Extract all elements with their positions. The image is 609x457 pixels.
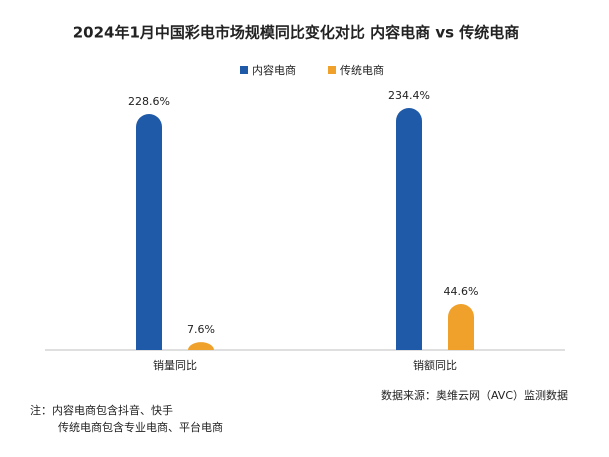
note: 传统电商包含专业电商、平台电商	[58, 420, 223, 434]
chart-title: 2024年1月中国彩电市场规模同比变化对比 内容电商 vs 传统电商	[73, 24, 520, 42]
x-tick-label: 销量同比	[153, 358, 197, 372]
note: 注：内容电商包含抖音、快手	[30, 403, 173, 417]
bar	[136, 113, 162, 350]
value-label: 7.6%	[187, 323, 215, 336]
value-label: 44.6%	[444, 285, 479, 298]
value-label: 234.4%	[388, 89, 430, 102]
bar	[396, 108, 422, 350]
legend-swatch	[240, 66, 248, 74]
x-tick-label: 销额同比	[413, 358, 457, 372]
legend-label: 内容电商	[252, 63, 296, 77]
bar	[188, 342, 214, 350]
legend-label: 传统电商	[340, 63, 384, 77]
source: 数据来源：奥维云网（AVC）监测数据	[381, 388, 568, 402]
value-label: 228.6%	[128, 95, 170, 108]
legend-swatch	[328, 66, 336, 74]
bar	[448, 303, 474, 350]
